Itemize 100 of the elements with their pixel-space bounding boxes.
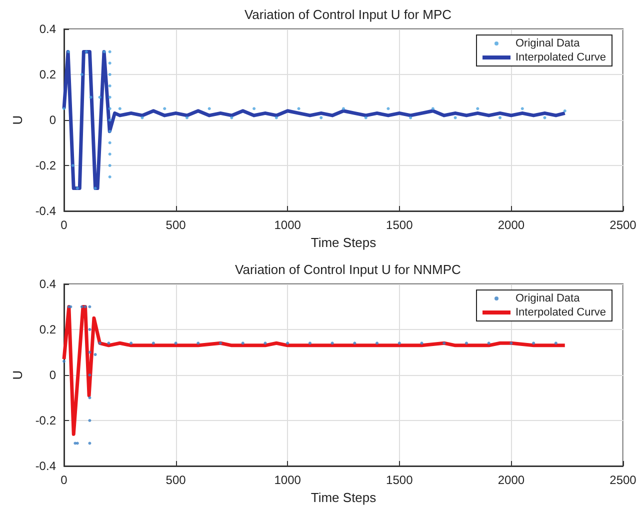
x-tick-label: 0 xyxy=(60,218,68,232)
point xyxy=(320,116,323,120)
point xyxy=(353,342,356,345)
x-tick-label: 2000 xyxy=(498,473,525,487)
point xyxy=(498,116,502,120)
point xyxy=(208,107,211,110)
y-tick-label: 0.4 xyxy=(39,22,56,36)
point xyxy=(520,107,524,110)
point xyxy=(163,107,166,110)
point xyxy=(66,50,70,54)
point xyxy=(108,130,112,133)
point xyxy=(185,116,188,120)
point xyxy=(88,442,92,445)
point xyxy=(118,107,122,110)
point xyxy=(94,353,97,356)
point xyxy=(532,342,536,345)
legend-label: Original Data xyxy=(516,292,581,304)
point xyxy=(88,305,92,308)
point xyxy=(71,164,74,167)
point xyxy=(376,342,379,345)
point xyxy=(342,107,345,110)
point xyxy=(108,164,112,167)
x-tick-label: 2500 xyxy=(610,473,637,487)
x-tick-label: 2500 xyxy=(610,218,637,232)
y-tick-label: 0.2 xyxy=(39,68,56,82)
x-tick-label: 500 xyxy=(166,473,186,487)
point xyxy=(108,84,112,88)
point xyxy=(108,175,112,178)
point xyxy=(308,342,312,345)
point xyxy=(442,342,446,345)
point xyxy=(464,342,468,345)
y-tick-label: -0.4 xyxy=(35,204,56,218)
point xyxy=(130,342,133,345)
point xyxy=(563,109,566,112)
y-tick-label: 0.4 xyxy=(39,277,56,291)
legend-label: Interpolated Curve xyxy=(516,306,606,318)
point xyxy=(196,342,200,345)
x-axis-title: Time Steps xyxy=(310,234,377,250)
point xyxy=(219,342,222,345)
legend-label: Interpolated Curve xyxy=(516,52,606,64)
y-tick-label: -0.4 xyxy=(35,459,56,473)
point xyxy=(330,342,334,345)
point xyxy=(554,342,558,345)
point xyxy=(252,107,256,110)
point xyxy=(94,186,97,190)
point xyxy=(241,342,244,345)
x-tick-label: 1500 xyxy=(386,473,414,487)
point xyxy=(62,107,66,110)
point xyxy=(98,342,102,345)
point xyxy=(80,73,84,76)
point xyxy=(476,107,480,110)
point xyxy=(88,374,92,376)
point xyxy=(230,116,234,120)
point xyxy=(174,342,178,345)
x-tick-label: 1000 xyxy=(274,473,302,487)
y-tick-label: -0.2 xyxy=(35,158,56,172)
point xyxy=(386,107,390,110)
point xyxy=(102,50,106,54)
y-tick-label: 0 xyxy=(49,113,56,127)
point xyxy=(454,116,457,120)
x-axis-title: Time Steps xyxy=(310,490,377,505)
point xyxy=(140,116,144,120)
point xyxy=(543,116,546,120)
point xyxy=(80,305,84,308)
point xyxy=(297,107,300,110)
chart-title: Variation of Control Input U for NNMPC xyxy=(235,262,461,277)
point xyxy=(487,342,490,345)
point xyxy=(409,116,412,120)
x-tick-label: 1000 xyxy=(274,218,302,232)
point xyxy=(98,96,102,99)
point xyxy=(88,419,92,422)
y-tick-label: 0.2 xyxy=(39,322,56,336)
x-tick-label: 1500 xyxy=(386,218,414,232)
legend-label: Original Data xyxy=(516,38,581,50)
point xyxy=(84,305,87,308)
point xyxy=(88,328,92,331)
point xyxy=(76,186,79,190)
point xyxy=(264,342,267,345)
point xyxy=(274,116,278,120)
point xyxy=(108,62,112,65)
point xyxy=(510,342,513,345)
point xyxy=(108,73,112,76)
point xyxy=(108,118,112,122)
point xyxy=(398,342,401,345)
point xyxy=(107,342,110,345)
chart-title: Variation of Control Input U for MPC xyxy=(244,7,452,22)
y-axis-title: U xyxy=(10,115,25,125)
point xyxy=(108,107,112,110)
point xyxy=(431,107,434,110)
point xyxy=(420,342,424,345)
y-tick-label: -0.2 xyxy=(35,414,56,428)
point xyxy=(62,360,66,363)
point xyxy=(88,396,92,400)
y-tick-label: 0 xyxy=(49,368,56,382)
point xyxy=(152,342,155,345)
x-tick-label: 0 xyxy=(60,473,68,487)
point xyxy=(286,342,290,345)
y-axis-title: U xyxy=(10,370,25,380)
point xyxy=(108,152,112,156)
x-tick-label: 500 xyxy=(166,218,186,232)
